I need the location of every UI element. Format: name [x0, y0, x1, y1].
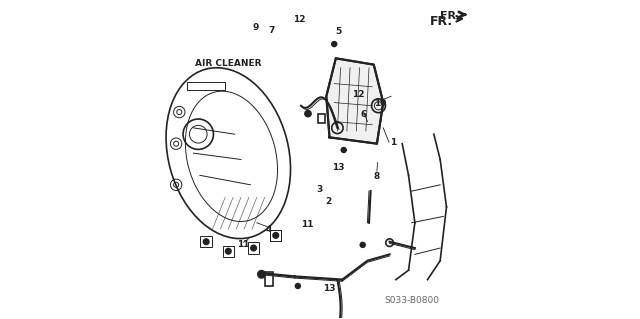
Text: FR.: FR. — [429, 15, 453, 28]
Bar — [270, 230, 282, 241]
Bar — [248, 242, 259, 254]
Text: 2: 2 — [326, 197, 332, 206]
Text: 3: 3 — [316, 185, 322, 194]
Text: FR.: FR. — [440, 11, 461, 21]
Circle shape — [360, 242, 365, 248]
Circle shape — [258, 271, 266, 278]
Text: 9: 9 — [253, 23, 259, 32]
Text: 4: 4 — [266, 225, 272, 234]
Text: 13: 13 — [332, 163, 344, 172]
Text: 13: 13 — [323, 284, 335, 293]
Text: 11: 11 — [301, 220, 314, 229]
Circle shape — [295, 284, 300, 288]
Bar — [187, 82, 225, 90]
Circle shape — [204, 239, 209, 245]
Circle shape — [332, 41, 337, 47]
Text: 10: 10 — [374, 99, 387, 108]
Circle shape — [341, 147, 346, 152]
Text: 12: 12 — [353, 90, 365, 99]
Text: 1: 1 — [390, 137, 396, 147]
Text: 8: 8 — [374, 172, 380, 181]
Circle shape — [225, 249, 231, 254]
Text: 12: 12 — [293, 15, 305, 24]
Text: AIR CLEANER: AIR CLEANER — [195, 59, 262, 68]
Circle shape — [251, 245, 257, 251]
Circle shape — [273, 233, 278, 238]
Bar — [319, 114, 325, 123]
Text: 11: 11 — [237, 241, 250, 249]
Polygon shape — [326, 58, 383, 144]
Bar — [223, 246, 234, 257]
Text: S033-B0800: S033-B0800 — [384, 296, 439, 305]
Bar — [265, 272, 273, 286]
Text: 6: 6 — [360, 110, 367, 119]
Circle shape — [305, 110, 311, 117]
Text: 5: 5 — [335, 27, 341, 36]
Bar — [200, 236, 212, 248]
Text: 7: 7 — [268, 26, 275, 35]
